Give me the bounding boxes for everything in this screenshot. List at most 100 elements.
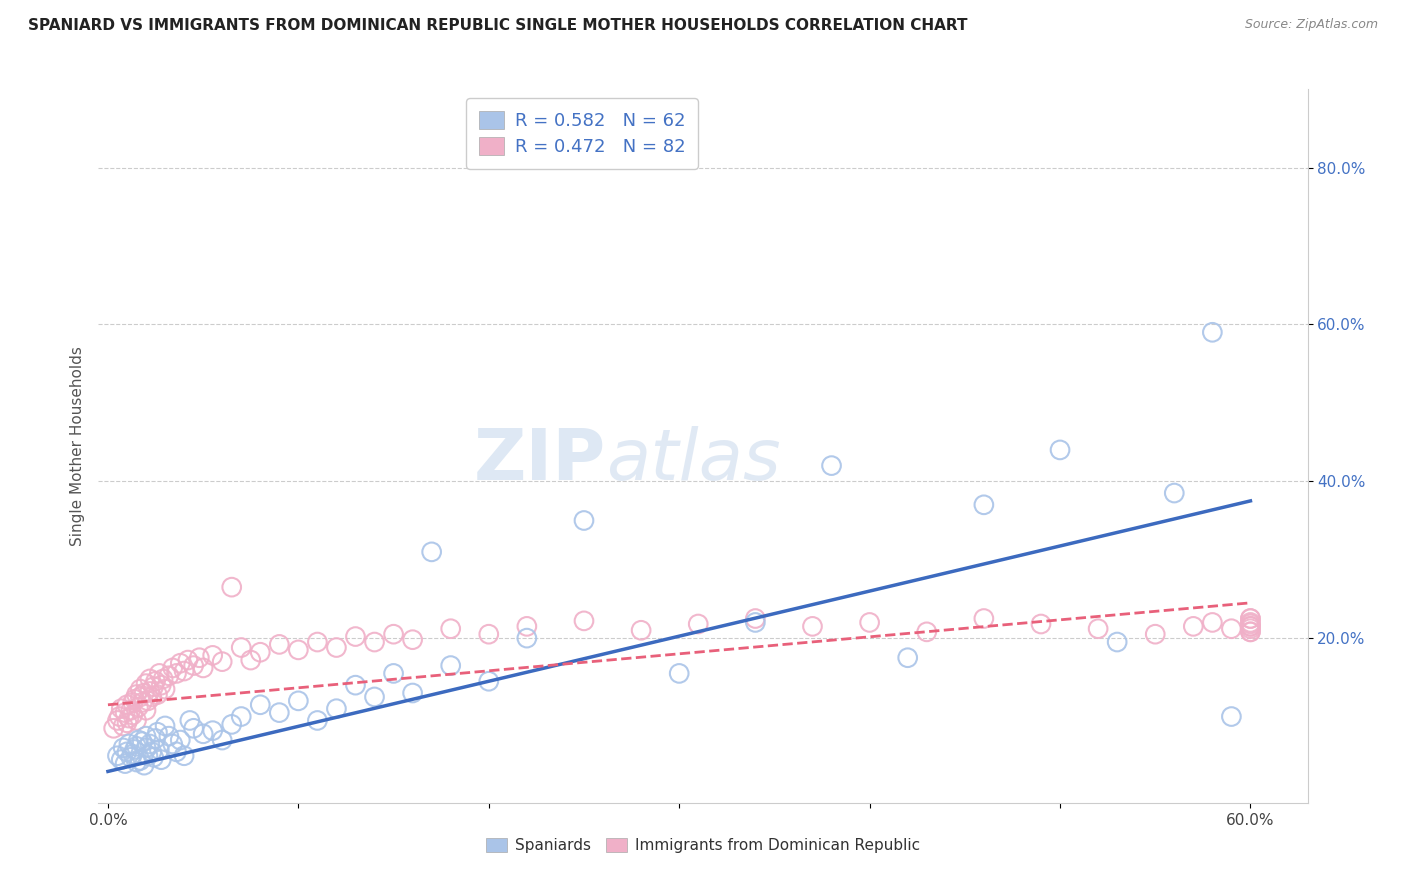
Point (115, 698, 138, 712)
Point (115, 745, 138, 759)
Point (135, 703, 157, 717)
Point (135, 729, 157, 743)
Point (177, 653, 200, 667)
Point (859, 615, 882, 630)
Point (114, 706, 136, 720)
Point (801, 619, 824, 633)
Point (249, 645, 271, 659)
Point (269, 637, 291, 651)
Point (307, 714, 329, 728)
Point (1107, 635, 1129, 649)
Point (135, 740, 157, 755)
Point (1029, 617, 1052, 632)
Point (1201, 615, 1223, 630)
Point (325, 640, 347, 655)
Point (110, 702, 132, 716)
Point (112, 740, 135, 755)
Point (157, 669, 180, 683)
Point (145, 731, 167, 746)
Point (744, 615, 766, 630)
Point (127, 700, 149, 714)
Point (572, 514, 595, 528)
Text: SPANIARD VS IMMIGRANTS FROM DOMINICAN REPUBLIC SINGLE MOTHER HOUSEHOLDS CORRELAT: SPANIARD VS IMMIGRANTS FROM DOMINICAN RE… (28, 18, 967, 33)
Point (124, 742, 146, 756)
Point (139, 737, 162, 751)
Point (125, 739, 148, 754)
Point (1087, 622, 1109, 636)
Point (152, 672, 174, 686)
Point (1220, 709, 1243, 723)
Point (169, 733, 191, 747)
Point (1182, 619, 1205, 633)
Point (136, 694, 159, 708)
Point (1239, 624, 1261, 639)
Point (145, 674, 167, 689)
Point (112, 719, 135, 733)
Point (478, 627, 501, 641)
Point (146, 688, 169, 702)
Point (221, 717, 243, 731)
Point (344, 678, 367, 692)
Point (148, 666, 170, 681)
Point (153, 682, 176, 697)
Point (134, 686, 156, 700)
Point (201, 648, 224, 663)
Point (129, 754, 152, 768)
Point (572, 614, 595, 628)
Point (127, 733, 149, 747)
Point (1201, 326, 1223, 340)
Point (630, 624, 652, 638)
Point (1239, 611, 1261, 625)
Point (363, 690, 385, 704)
Point (141, 690, 163, 704)
Point (668, 666, 690, 681)
Point (121, 708, 143, 723)
Point (131, 734, 153, 748)
Point (169, 657, 191, 671)
Point (118, 711, 141, 725)
Point (191, 727, 214, 741)
Point (211, 733, 233, 747)
Point (150, 753, 173, 767)
Point (166, 666, 188, 681)
Text: Source: ZipAtlas.com: Source: ZipAtlas.com (1244, 18, 1378, 31)
Point (114, 756, 136, 771)
Point (231, 640, 253, 655)
Point (382, 666, 405, 681)
Point (129, 690, 152, 704)
Point (269, 706, 291, 720)
Text: ZIP: ZIP (474, 425, 606, 495)
Point (115, 715, 138, 730)
Point (153, 719, 176, 733)
Point (103, 721, 125, 735)
Point (150, 678, 173, 692)
Point (183, 658, 205, 673)
Point (973, 611, 995, 625)
Point (162, 737, 184, 751)
Point (136, 748, 159, 763)
Point (516, 631, 538, 645)
Point (107, 714, 129, 728)
Point (1049, 442, 1071, 457)
Point (118, 737, 141, 751)
Point (344, 630, 367, 644)
Point (125, 714, 148, 728)
Legend: Spaniards, Immigrants from Dominican Republic: Spaniards, Immigrants from Dominican Rep… (479, 831, 927, 859)
Point (440, 658, 463, 673)
Point (179, 714, 201, 728)
Point (440, 622, 463, 636)
Point (1239, 622, 1261, 636)
Point (688, 617, 710, 632)
Point (124, 692, 146, 706)
Point (249, 698, 271, 712)
Point (125, 755, 148, 769)
Point (287, 643, 309, 657)
Point (363, 635, 385, 649)
Point (211, 655, 233, 669)
Point (188, 650, 211, 665)
Point (1239, 619, 1261, 633)
Point (1220, 622, 1243, 636)
Point (142, 680, 165, 694)
Point (973, 498, 995, 512)
Point (201, 723, 224, 738)
